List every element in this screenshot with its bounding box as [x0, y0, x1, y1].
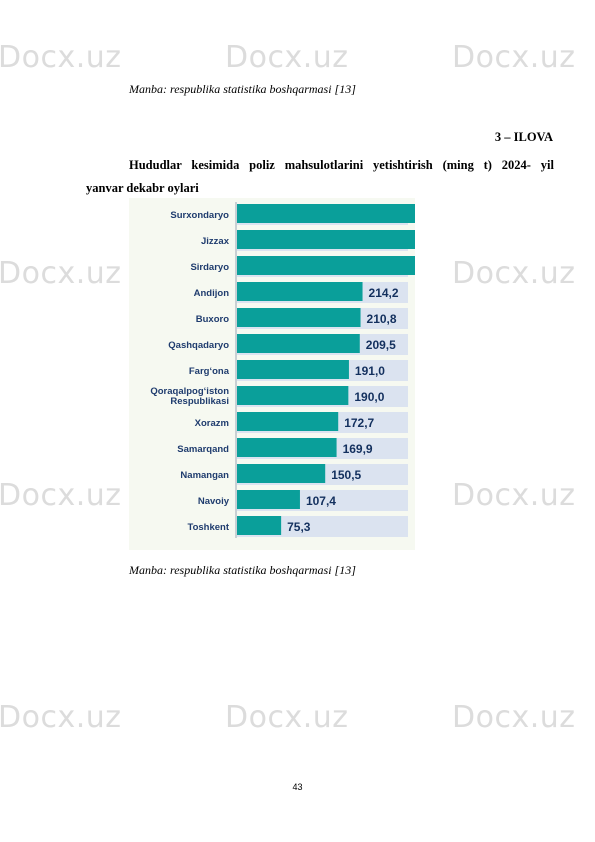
category-label: Samarqand — [177, 444, 229, 455]
bar — [237, 438, 337, 457]
page-number: 43 — [292, 782, 303, 792]
bar-value-label: 210,8 — [367, 312, 397, 326]
bar-value-label: 191,0 — [355, 364, 385, 378]
category-label: Toshkent — [187, 522, 229, 533]
bar-value-label: 214,2 — [369, 286, 399, 300]
bar — [237, 516, 282, 535]
appendix-label: 3 – ILOVA — [494, 130, 553, 144]
category-label: Farg‘ona — [189, 366, 230, 377]
watermark-text: Docx.uz — [0, 478, 122, 513]
bar — [237, 256, 422, 275]
bar — [237, 360, 349, 379]
bar-value-label: 107,4 — [306, 494, 336, 508]
bar-value-label: 172,7 — [344, 416, 374, 430]
source-note-bottom: Manba: respublika statistika boshqarmasi… — [129, 563, 356, 577]
watermark-text: Docx.uz — [0, 256, 122, 291]
watermark-text: Docx.uz — [225, 700, 349, 735]
bar-value-label: 75,3 — [287, 520, 311, 534]
bar — [237, 464, 326, 483]
watermark-text: Docx.uz — [452, 478, 576, 513]
category-label: Buxoro — [196, 314, 229, 325]
bar-value-label: 150,5 — [331, 468, 361, 482]
watermark-text: Docx.uz — [452, 700, 576, 735]
watermark-text: Docx.uz — [225, 40, 349, 75]
category-label: Xorazm — [195, 418, 229, 429]
category-label: Navoiy — [198, 496, 230, 507]
bar-chart: 351,5Surxondaryo326.2Jizzax314,6Sirdaryo… — [129, 198, 479, 550]
bar — [237, 230, 429, 249]
figure-caption: Hududlar kesimida poliz mahsulotlarini y… — [86, 154, 554, 200]
bar-chart-svg: 351,5Surxondaryo326.2Jizzax314,6Sirdaryo… — [150, 202, 479, 538]
bar — [237, 282, 363, 301]
category-label: Sirdaryo — [190, 262, 229, 273]
category-label: Surxondaryo — [170, 210, 229, 221]
bar — [237, 412, 339, 431]
category-label: Qashqadaryo — [168, 340, 229, 351]
bar — [237, 308, 361, 327]
bar — [237, 490, 300, 509]
bar-value-label: 190,0 — [354, 390, 384, 404]
category-label: Qoraqalpog‘iston — [150, 386, 229, 397]
watermark-text: Docx.uz — [452, 40, 576, 75]
category-label: Respublikasi — [170, 396, 229, 407]
bar — [237, 386, 349, 405]
source-note-top: Manba: respublika statistika boshqarmasi… — [129, 82, 356, 96]
bar-value-label: 169,9 — [343, 442, 373, 456]
category-label: Namangan — [180, 470, 229, 481]
category-label: Andijon — [194, 288, 230, 299]
bar-value-label: 209,5 — [366, 338, 396, 352]
caption-line-2: yanvar dekabr oylari — [86, 181, 199, 195]
category-label: Jizzax — [201, 236, 230, 247]
caption-line-1: Hududlar kesimida poliz mahsulotlarini y… — [129, 158, 554, 172]
watermark-text: Docx.uz — [0, 700, 122, 735]
bar — [237, 204, 443, 223]
watermark-text: Docx.uz — [0, 40, 122, 75]
watermark-text: Docx.uz — [452, 256, 576, 291]
bar — [237, 334, 360, 353]
